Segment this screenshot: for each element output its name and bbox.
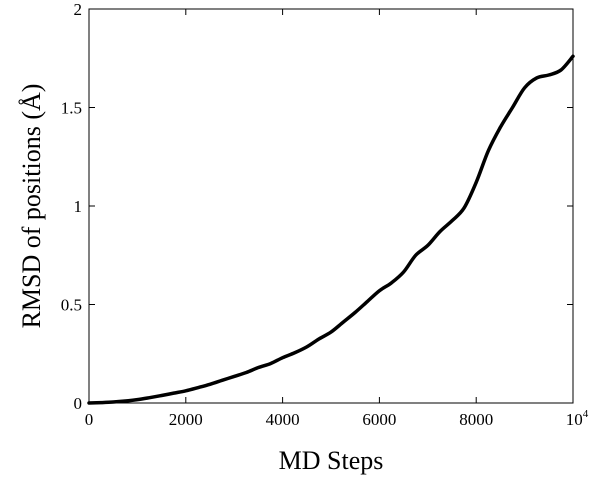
y-tick-label: 0.5: [61, 296, 82, 315]
x-tick-label: 6000: [362, 410, 396, 429]
y-tick-label: 0: [74, 394, 83, 413]
x-axis-ticks: [88, 9, 574, 403]
rmsd-series-line: [87, 54, 575, 405]
x-tick-label: 104: [566, 408, 589, 429]
x-tick-label: 2000: [169, 410, 203, 429]
x-tick-label-exponent: 4: [583, 408, 589, 420]
y-axis-ticks: [89, 8, 573, 404]
y-tick-label: 1: [74, 197, 83, 216]
plot-frame: [88, 8, 574, 404]
x-axis-tick-labels: 0 2000 4000 6000 8000 104: [85, 408, 589, 429]
series-layer: [87, 54, 575, 405]
x-tick-label: 8000: [459, 410, 493, 429]
y-axis-label: RMSD of positions (Å): [17, 84, 46, 329]
x-tick-label: 4000: [266, 410, 300, 429]
y-axis-tick-labels: 0 0.5 1 1.5 2: [61, 0, 82, 413]
x-axis-label: MD Steps: [279, 446, 384, 475]
y-tick-label: 2: [74, 0, 83, 19]
y-tick-label: 1.5: [61, 99, 82, 118]
x-tick-label: 0: [85, 410, 94, 429]
